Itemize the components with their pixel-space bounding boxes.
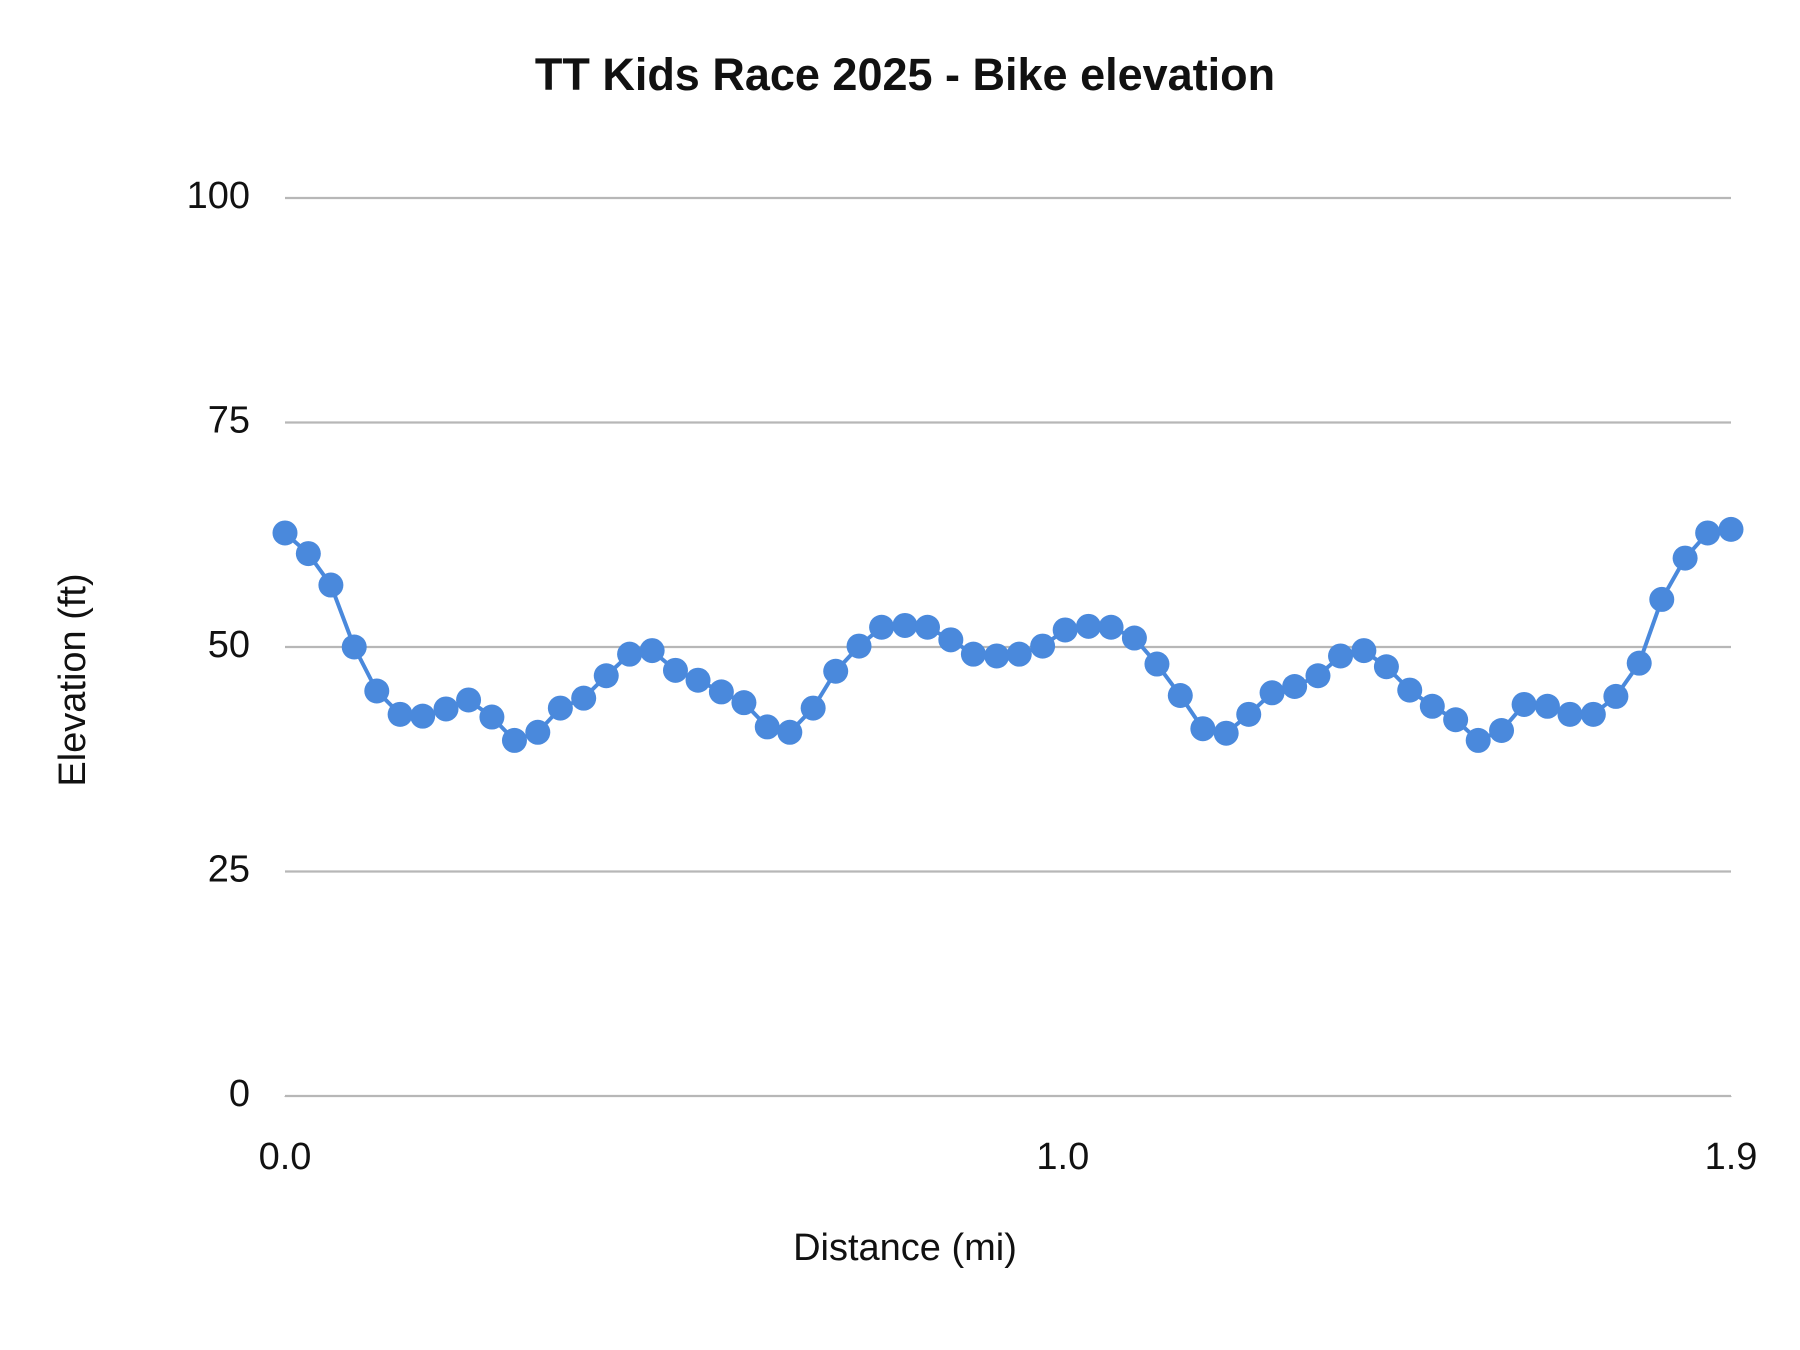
y-tick-label: 50 xyxy=(208,624,250,666)
point xyxy=(593,663,619,689)
point xyxy=(571,685,597,711)
point xyxy=(1443,707,1469,733)
point xyxy=(1167,682,1193,708)
point xyxy=(960,641,986,667)
point xyxy=(479,704,505,730)
point xyxy=(1373,654,1399,680)
point xyxy=(547,695,573,721)
point xyxy=(1006,641,1032,667)
y-tick-label: 0 xyxy=(229,1073,250,1115)
point xyxy=(1419,693,1445,719)
point xyxy=(1121,625,1147,651)
point xyxy=(731,690,757,716)
point xyxy=(272,520,298,546)
point xyxy=(387,701,413,727)
point xyxy=(1489,718,1515,744)
point xyxy=(501,727,527,753)
point xyxy=(341,634,367,660)
point xyxy=(1695,520,1721,546)
point xyxy=(800,695,826,721)
point xyxy=(639,638,665,664)
point xyxy=(1718,516,1744,542)
point xyxy=(617,641,643,667)
y-tick-label: 75 xyxy=(208,400,250,442)
point xyxy=(318,572,344,598)
point xyxy=(1580,701,1606,727)
point xyxy=(1649,586,1675,612)
x-tick-label: 1.0 xyxy=(1036,1136,1089,1178)
point xyxy=(984,643,1010,669)
point xyxy=(914,614,940,640)
chart-title: TT Kids Race 2025 - Bike elevation xyxy=(535,49,1275,100)
x-axis-title: Distance (mi) xyxy=(793,1227,1017,1269)
point xyxy=(938,627,964,653)
point xyxy=(1534,693,1560,719)
point xyxy=(295,541,321,567)
point xyxy=(1397,677,1423,703)
y-tick-label: 25 xyxy=(208,849,250,891)
point xyxy=(869,614,895,640)
point xyxy=(1098,614,1124,640)
point xyxy=(1603,683,1629,709)
x-tick-label: 0.0 xyxy=(259,1136,312,1178)
point xyxy=(846,633,872,659)
point xyxy=(1328,643,1354,669)
point xyxy=(1557,701,1583,727)
point xyxy=(662,657,688,683)
point xyxy=(1626,650,1652,676)
point xyxy=(1030,633,1056,659)
point xyxy=(1465,727,1491,753)
point xyxy=(456,687,482,713)
y-tick-label: 100 xyxy=(187,175,250,217)
y-axis-title: Elevation (ft) xyxy=(52,573,94,786)
point xyxy=(525,719,551,745)
point xyxy=(1259,680,1285,706)
point xyxy=(685,667,711,693)
point xyxy=(1282,674,1308,700)
point xyxy=(892,612,918,638)
point xyxy=(433,696,459,722)
point xyxy=(1351,638,1377,664)
point xyxy=(1236,701,1262,727)
point xyxy=(777,719,803,745)
point xyxy=(1076,613,1102,639)
x-tick-label: 1.9 xyxy=(1705,1136,1758,1178)
point xyxy=(1190,716,1216,742)
point xyxy=(1144,651,1170,677)
point xyxy=(1213,720,1239,746)
point xyxy=(410,703,436,729)
point xyxy=(708,679,734,705)
point xyxy=(364,678,390,704)
point xyxy=(1511,691,1537,717)
point xyxy=(754,714,780,740)
point xyxy=(1672,545,1698,571)
point xyxy=(1305,663,1331,689)
point xyxy=(1052,617,1078,643)
point xyxy=(823,658,849,684)
